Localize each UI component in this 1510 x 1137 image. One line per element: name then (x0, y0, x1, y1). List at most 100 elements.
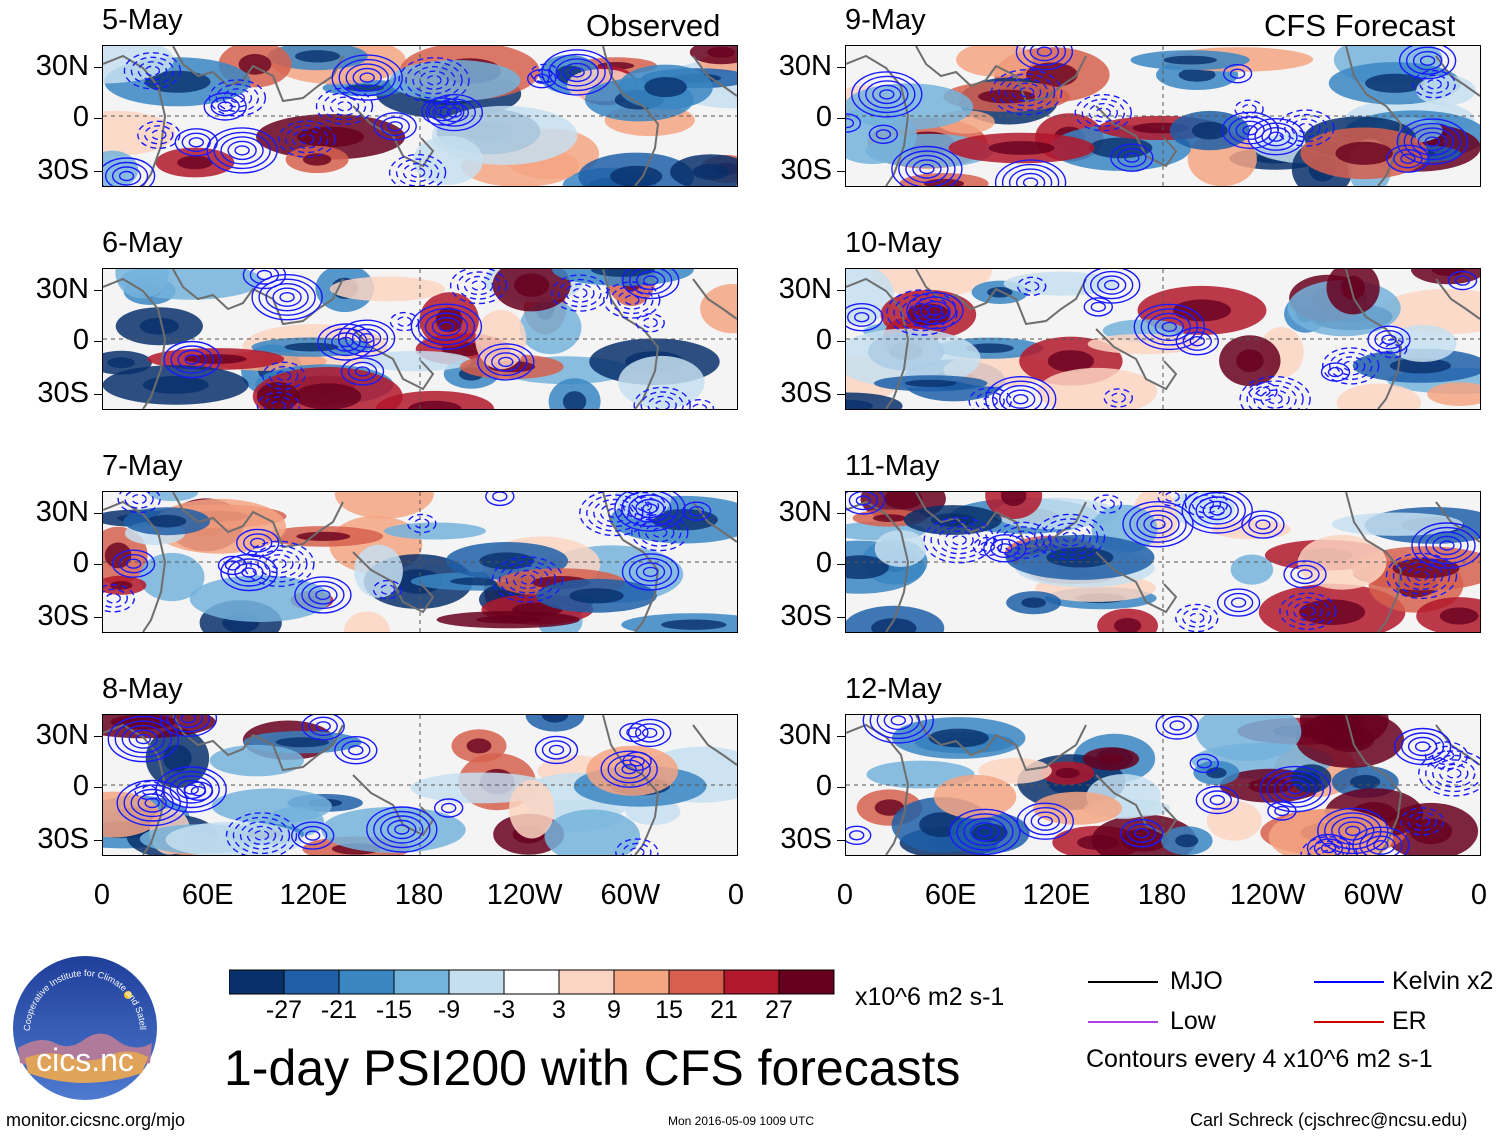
lat-tick (94, 341, 102, 342)
lat-tick (837, 394, 845, 395)
lat-tick (94, 67, 102, 68)
colorbar-swatch (393, 969, 450, 995)
lon-label: 120E (1022, 879, 1091, 911)
logo-text: cics.nc (36, 1042, 134, 1078)
lat-label: 30S (780, 377, 832, 409)
lat-tick (94, 290, 102, 291)
psi200-map (103, 492, 737, 632)
lat-tick (94, 787, 102, 788)
psi200-map (103, 269, 737, 409)
colorbar-tick-label: -9 (437, 996, 461, 1024)
lat-label: 30S (37, 154, 89, 186)
lat-label: 30N (778, 719, 832, 751)
forecast-map-panel (845, 45, 1481, 187)
panel-date: 12-May (845, 673, 942, 705)
legend-label-kelvin: Kelvin x2 (1392, 967, 1494, 995)
lat-label: 30N (35, 50, 89, 82)
psi200-map (846, 269, 1480, 409)
lon-label: 60W (1343, 879, 1404, 911)
panel-date: 11-May (845, 450, 940, 482)
footer-timestamp: Mon 2016-05-09 1009 UTC (668, 1114, 815, 1128)
colorbar-swatch (778, 969, 835, 995)
colorbar-swatch (283, 969, 340, 995)
lon-label: 0 (836, 879, 854, 911)
panel-date: 7-May (102, 450, 183, 482)
colorbar-swatch (668, 969, 725, 995)
lat-label: 30N (35, 496, 89, 528)
colorbar-swatch (558, 969, 615, 995)
lat-label: 0 (815, 101, 832, 133)
colorbar-units: x10^6 m2 s-1 (855, 983, 1005, 1011)
lat-label: 30S (37, 600, 89, 632)
colorbar-tick-label: -27 (265, 996, 303, 1024)
observed-map-panel (102, 45, 738, 187)
observed-map-panel (102, 268, 738, 410)
lon-label: 180 (394, 879, 444, 911)
colorbar-swatch (613, 969, 670, 995)
lat-label: 0 (72, 101, 89, 133)
lat-tick (94, 736, 102, 737)
lon-label: 0 (93, 879, 111, 911)
lat-tick (94, 617, 102, 618)
footer-author: Carl Schreck (cjschrec@ncsu.edu) (1190, 1110, 1468, 1130)
psi200-map (846, 715, 1480, 855)
lat-tick (94, 171, 102, 172)
lat-label: 30N (35, 273, 89, 305)
legend-label-low: Low (1170, 1007, 1216, 1035)
colorbar-swatch (503, 969, 560, 995)
observed-map-panel (102, 714, 738, 856)
lat-tick (837, 118, 845, 119)
lat-tick (94, 394, 102, 395)
colorbar-tick-label: 15 (655, 996, 683, 1024)
colorbar-tick-label: 9 (607, 996, 621, 1024)
lon-label: 180 (1137, 879, 1187, 911)
lat-tick (94, 118, 102, 119)
colorbar-swatch (228, 969, 285, 995)
psi200-map (103, 715, 737, 855)
lat-tick (837, 736, 845, 737)
lon-label: 60W (600, 879, 661, 911)
panel-date: 6-May (102, 227, 183, 259)
lat-tick (837, 787, 845, 788)
lat-label: 0 (815, 324, 832, 356)
lat-tick (837, 564, 845, 565)
lon-label: 120W (1229, 879, 1306, 911)
lat-label: 0 (72, 770, 89, 802)
legend: MJO Kelvin x2 Low ER Contours every 4 x1… (1086, 967, 1506, 1077)
lat-tick (94, 840, 102, 841)
colorbar-tick-label: -21 (320, 996, 358, 1024)
forecast-map-panel (845, 268, 1481, 410)
lon-label: 60E (181, 879, 234, 911)
forecast-map-panel (845, 714, 1481, 856)
forecast-header: CFS Forecast (1264, 8, 1456, 43)
legend-label-mjo: MJO (1170, 967, 1223, 995)
colorbar-tick-label: 21 (710, 996, 738, 1024)
lon-label: 60E (924, 879, 977, 911)
lat-label: 0 (72, 324, 89, 356)
colorbar-tick-label: 3 (552, 996, 566, 1024)
lat-tick (837, 513, 845, 514)
lat-tick (837, 840, 845, 841)
lat-tick (837, 171, 845, 172)
panel-date: 5-May (102, 4, 183, 36)
observed-map-panel (102, 491, 738, 633)
lat-tick (837, 67, 845, 68)
legend-label-er: ER (1392, 1007, 1427, 1035)
colorbar-swatch (338, 969, 395, 995)
lat-tick (837, 341, 845, 342)
colorbar-tick-label: 27 (765, 996, 793, 1024)
lon-label: 0 (1470, 879, 1488, 911)
lat-tick (837, 617, 845, 618)
lat-label: 30N (778, 496, 832, 528)
psi200-map (846, 492, 1480, 632)
lat-label: 30S (780, 600, 832, 632)
lon-label: 120E (279, 879, 348, 911)
colorbar (228, 969, 835, 1000)
footer-url[interactable]: monitor.cicsnc.org/mjo (6, 1110, 186, 1130)
psi200-map (103, 46, 737, 186)
lat-label: 0 (815, 770, 832, 802)
colorbar-swatch (448, 969, 505, 995)
colorbar-swatch (723, 969, 780, 995)
lat-tick (94, 513, 102, 514)
cics-logo: Cooperative Institute for Climate and Sa… (7, 945, 160, 1103)
